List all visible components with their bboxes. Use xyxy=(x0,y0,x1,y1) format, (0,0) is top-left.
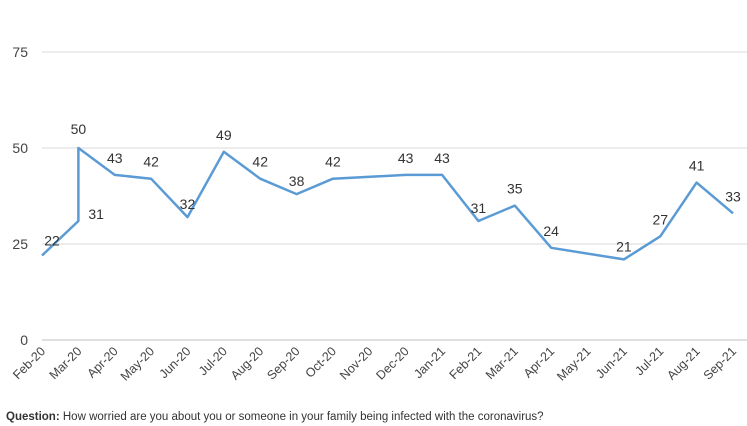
data-label-Aug-21-41: 41 xyxy=(689,158,705,174)
x-tick-label-Sep-21: Sep-21 xyxy=(701,344,739,382)
x-tick-label-Aug-21: Aug-21 xyxy=(664,344,702,382)
x-tick-label-Jan-21: Jan-21 xyxy=(411,344,448,381)
x-tick-label-Feb-20: Feb-20 xyxy=(10,344,48,382)
x-tick-label-Dec-20: Dec-20 xyxy=(373,344,411,382)
y-tick-label-50: 50 xyxy=(12,140,28,156)
data-label-Jun-20-32: 32 xyxy=(180,196,196,212)
data-label-Apr-21-24: 24 xyxy=(543,223,559,239)
data-label-Oct-20-42: 42 xyxy=(325,154,341,170)
y-tick-label-25: 25 xyxy=(12,236,28,252)
x-tick-label-Feb-21: Feb-21 xyxy=(447,344,485,382)
gridlines xyxy=(42,51,747,341)
x-tick-label-Apr-21: Apr-21 xyxy=(521,344,557,380)
data-label-Jan-21-43: 43 xyxy=(434,150,450,166)
x-tick-label-Jun-21: Jun-21 xyxy=(593,344,630,381)
question-prefix: Question: xyxy=(6,411,60,423)
data-labels: 22 31 50 43 42 32 49 42 38 42 43 43 31 35 24 21 27 41 33 xyxy=(44,121,741,254)
x-tick-label-May-21: May-21 xyxy=(554,344,593,383)
x-tick-label-Aug-20: Aug-20 xyxy=(228,344,266,382)
data-label-Dec-20-43: 43 xyxy=(398,150,414,166)
x-tick-label-Jul-21: Jul-21 xyxy=(632,344,666,378)
x-tick-label-Mar-21: Mar-21 xyxy=(483,344,521,382)
series-path xyxy=(41,146,734,261)
data-label-Mar-20-50: 50 xyxy=(71,121,87,137)
data-label-Sep-20-38: 38 xyxy=(289,173,305,189)
question-text: How worried are you about you or someone… xyxy=(59,411,544,423)
data-label-May-20-42: 42 xyxy=(143,154,159,170)
y-axis-ticks: 0 25 50 75 xyxy=(12,44,28,348)
x-tick-label-May-20: May-20 xyxy=(118,344,157,383)
question-footnote: Question: How worried are you about you … xyxy=(6,411,544,423)
data-label-Jul-21-27: 27 xyxy=(652,211,668,227)
data-label-Mar-20-31: 31 xyxy=(88,206,104,222)
data-label-Aug-20-42: 42 xyxy=(252,154,268,170)
y-tick-label-0: 0 xyxy=(20,332,28,348)
data-label-Jun-21-21: 21 xyxy=(616,238,632,254)
data-label-Apr-20-43: 43 xyxy=(107,150,123,166)
x-tick-label-Oct-20: Oct-20 xyxy=(303,344,339,380)
data-label-Jul-20-49: 49 xyxy=(216,127,232,143)
x-tick-label-Jul-20: Jul-20 xyxy=(196,344,230,378)
data-label-Feb-20-22: 22 xyxy=(44,233,60,249)
data-label-Feb-21-31: 31 xyxy=(471,200,487,216)
x-tick-label-Sep-20: Sep-20 xyxy=(264,344,302,382)
data-label-Mar-21-35: 35 xyxy=(507,181,523,197)
x-tick-label-Jun-20: Jun-20 xyxy=(157,344,194,381)
series-line xyxy=(41,146,734,261)
y-tick-label-75: 75 xyxy=(12,44,28,60)
x-tick-label-Nov-20: Nov-20 xyxy=(337,344,375,382)
x-tick-label-Mar-20: Mar-20 xyxy=(47,344,85,382)
data-label-Sep-21-33: 33 xyxy=(725,188,741,204)
x-tick-label-Apr-20: Apr-20 xyxy=(84,344,120,380)
